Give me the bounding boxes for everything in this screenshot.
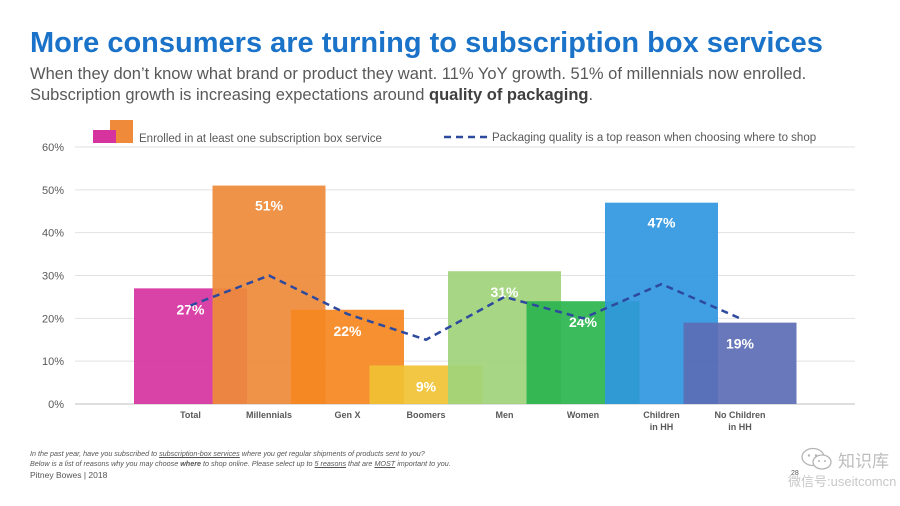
wechat-icon xyxy=(801,447,832,470)
footnote-bold: where xyxy=(180,459,201,468)
legend-label-line: Packaging quality is a top reason when c… xyxy=(492,132,816,144)
bar-value-label: 9% xyxy=(416,378,437,394)
y-tick-label: 10% xyxy=(42,356,64,368)
bar-value-label: 19% xyxy=(726,336,755,352)
slide-subtitle: When they don’t know what brand or produ… xyxy=(30,64,806,106)
watermark-title: 知识库 xyxy=(838,452,889,471)
subtitle-line-2-end: . xyxy=(588,86,594,104)
watermark-handle: 微信号:useitcomcn xyxy=(788,474,897,489)
y-tick-label: 40% xyxy=(42,228,64,240)
legend-swatch-pink xyxy=(93,130,116,143)
bar-value-label: 47% xyxy=(647,215,676,231)
x-tick-label: Children xyxy=(643,410,680,420)
y-tick-label: 0% xyxy=(48,399,64,411)
chart-y-axis: 0% 10% 20% 30% 40% 50% 60% xyxy=(42,142,64,411)
x-tick-label: Women xyxy=(567,410,599,420)
x-tick-label: No Children xyxy=(715,410,766,420)
footnote-line-2: Below is a list of reasons why you may c… xyxy=(30,459,451,469)
footnote-text: to shop online. Please select up to xyxy=(201,459,315,468)
x-tick-label: Millennials xyxy=(246,410,292,420)
footnote-underline: MOST xyxy=(374,459,396,468)
bar-value-label: 27% xyxy=(176,301,205,317)
slide-title: More consumers are turning to subscripti… xyxy=(30,27,823,59)
watermark: 知识库 微信号:useitcomcn xyxy=(778,447,897,493)
chart-bar-labels: 27% 51% 22% 9% 31% 24% 47% 19% xyxy=(176,198,754,395)
x-tick-label: in HH xyxy=(728,422,752,432)
subtitle-line-2-text: Subscription growth is increasing expect… xyxy=(30,86,429,104)
x-tick-label: Boomers xyxy=(406,410,445,420)
x-tick-label: in HH xyxy=(650,422,674,432)
footnote-text: important to you. xyxy=(395,459,451,468)
footnote-underline: subscription-box services xyxy=(159,449,240,458)
chart-legend: Enrolled in at least one subscription bo… xyxy=(93,120,816,145)
bar-value-label: 24% xyxy=(569,314,598,330)
chart-x-axis: Total Millennials Gen X Boomers Men Women Chil… xyxy=(180,410,765,432)
footnote-line-1: In the past year, have you subscribed to… xyxy=(30,449,451,459)
y-tick-label: 50% xyxy=(42,185,64,197)
y-tick-label: 30% xyxy=(42,271,64,283)
trend-line xyxy=(190,274,741,342)
x-tick-label: Men xyxy=(496,410,514,420)
footnote-underline: 5 reasons xyxy=(314,459,347,468)
x-tick-label: Total xyxy=(180,410,201,420)
bar-value-label: 31% xyxy=(490,284,519,300)
x-tick-label: Gen X xyxy=(334,410,360,420)
footnote-text: Below is a list of reasons why you may c… xyxy=(30,459,181,468)
survey-footnote: In the past year, have you subscribed to… xyxy=(30,449,451,469)
chart-bars xyxy=(134,185,797,404)
bar-value-label: 51% xyxy=(255,198,284,214)
source-credit: Pitney Bowes | 2018 xyxy=(30,470,108,480)
bar-value-label: 22% xyxy=(333,323,362,339)
bar xyxy=(683,322,797,404)
chart-trend-line xyxy=(190,274,741,342)
legend-label-bars: Enrolled in at least one subscription bo… xyxy=(139,133,382,145)
subtitle-line-1: When they don’t know what brand or produ… xyxy=(30,65,807,83)
y-tick-label: 20% xyxy=(42,313,64,325)
page-number: 28 xyxy=(791,470,799,477)
subtitle-line-2: Subscription growth is increasing expect… xyxy=(30,85,806,106)
y-tick-label: 60% xyxy=(42,142,64,154)
footnote-text: that are xyxy=(346,459,375,468)
footnote-text: In the past year, have you subscribed to xyxy=(30,449,160,458)
subtitle-emphasis: quality of packaging xyxy=(428,86,589,104)
footnote-text: where you get regular shipments of produ… xyxy=(239,449,425,458)
